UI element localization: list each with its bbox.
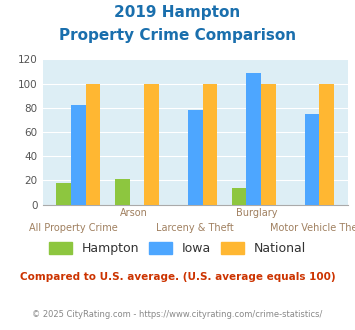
Text: Larceny & Theft: Larceny & Theft xyxy=(156,223,234,233)
Bar xyxy=(232,188,246,205)
Text: Arson: Arson xyxy=(120,208,148,218)
Bar xyxy=(203,83,217,205)
Bar xyxy=(320,83,334,205)
Bar xyxy=(115,179,130,205)
Bar xyxy=(56,183,71,205)
Text: Compared to U.S. average. (U.S. average equals 100): Compared to U.S. average. (U.S. average … xyxy=(20,272,335,282)
Text: All Property Crime: All Property Crime xyxy=(29,223,118,233)
Bar xyxy=(261,83,275,205)
Text: © 2025 CityRating.com - https://www.cityrating.com/crime-statistics/: © 2025 CityRating.com - https://www.city… xyxy=(32,310,323,319)
Bar xyxy=(86,83,100,205)
Text: Burglary: Burglary xyxy=(236,208,277,218)
Bar xyxy=(188,110,203,205)
Text: 2019 Hampton: 2019 Hampton xyxy=(114,5,241,20)
Bar xyxy=(305,114,320,205)
Text: Property Crime Comparison: Property Crime Comparison xyxy=(59,28,296,43)
Bar xyxy=(144,83,159,205)
Legend: Hampton, Iowa, National: Hampton, Iowa, National xyxy=(44,237,311,260)
Text: Motor Vehicle Theft: Motor Vehicle Theft xyxy=(270,223,355,233)
Bar xyxy=(246,73,261,205)
Bar xyxy=(71,105,86,205)
